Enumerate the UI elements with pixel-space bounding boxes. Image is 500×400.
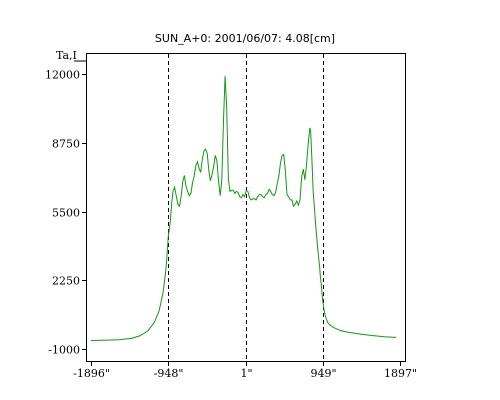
x-tick-label: 949" — [310, 367, 336, 380]
reference-lines — [168, 54, 324, 361]
x-axis-ticks: -1896" -948" 1" 949" 1897" — [73, 361, 417, 380]
x-tick-label: -1896" — [73, 367, 110, 380]
x-tick-label: 1" — [240, 367, 252, 380]
y-tick-label: 2250 — [52, 275, 80, 288]
series-layer — [90, 76, 397, 341]
x-tick-label: -948" — [154, 367, 184, 380]
series-line — [90, 76, 397, 341]
y-axis-label: Ta,I — [56, 49, 77, 62]
y-tick-label: 5500 — [52, 207, 80, 220]
y-axis-ticks: 12000 8750 5500 2250 -1000 — [45, 69, 87, 357]
chart-title: SUN_A+0: 2001/06/07: 4.08[cm] — [155, 32, 335, 45]
y-tick-label: 8750 — [52, 138, 80, 151]
y-tick-label: -1000 — [48, 344, 80, 357]
x-tick-label: 1897" — [384, 367, 417, 380]
y-tick-label: 12000 — [45, 69, 80, 82]
